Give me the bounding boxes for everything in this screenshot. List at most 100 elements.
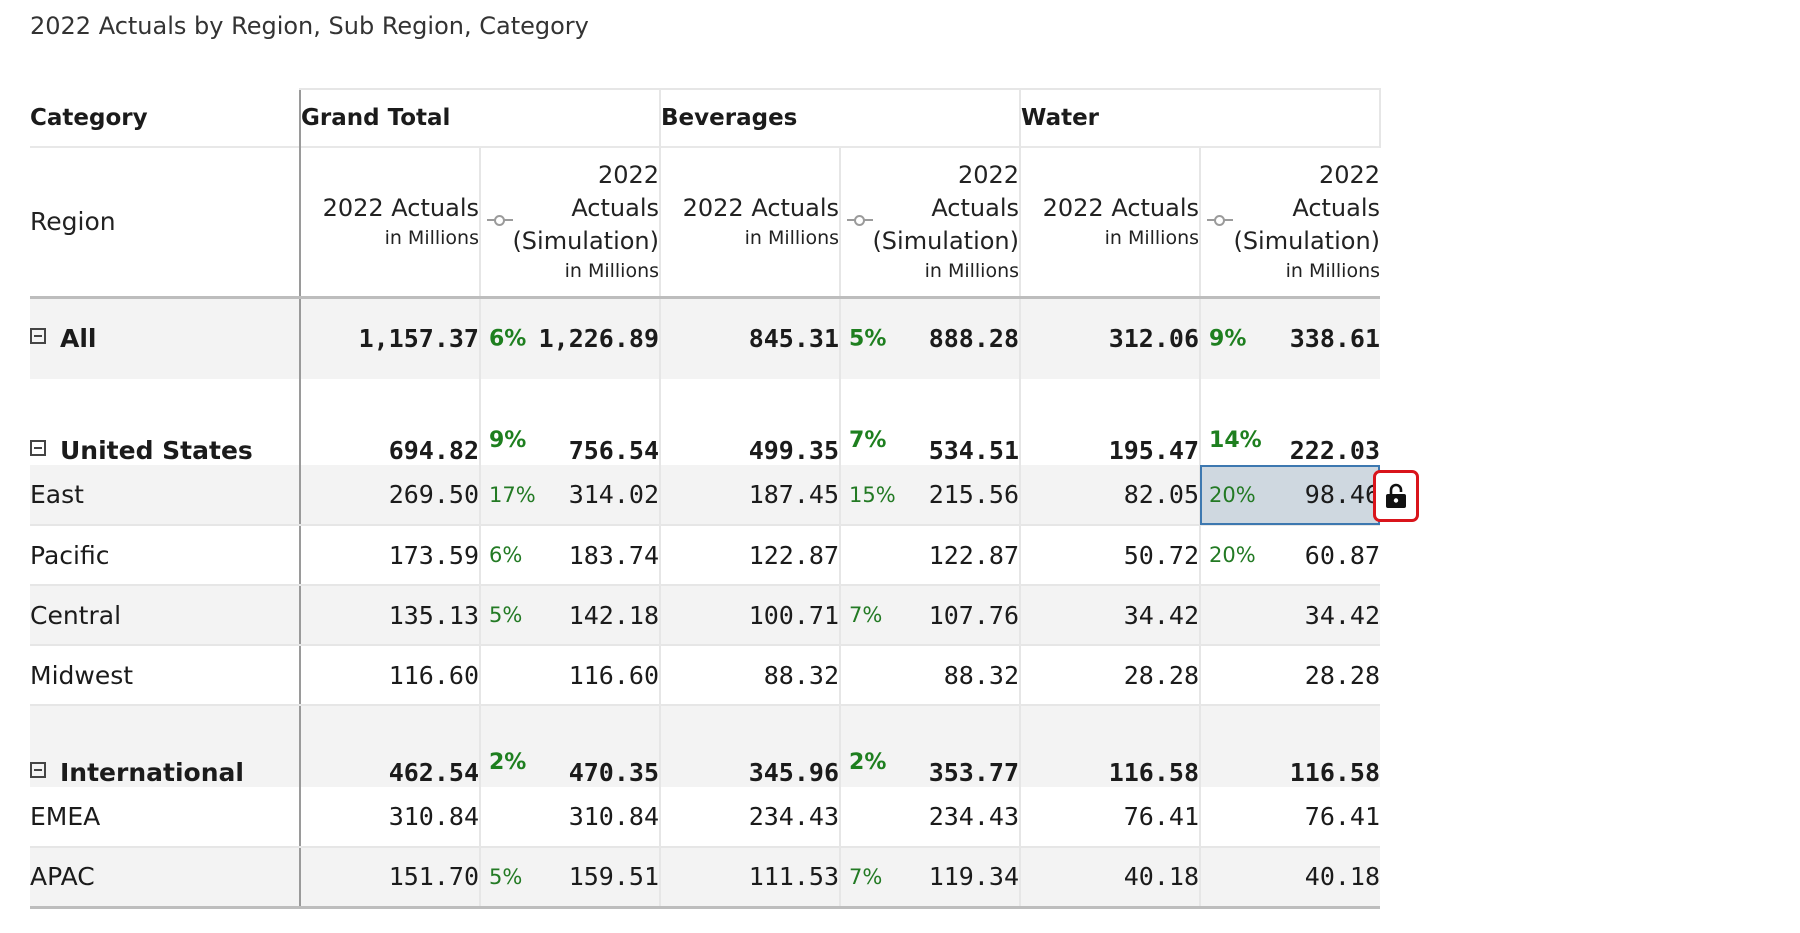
- measure-label: (Simulation): [512, 227, 660, 256]
- cell-actuals[interactable]: 312.06: [1019, 297, 1201, 379]
- cell-simulation[interactable]: 6% 183.74: [478, 525, 661, 586]
- change-percent: 6%: [489, 326, 527, 352]
- cell-actuals[interactable]: 122.87: [659, 525, 841, 586]
- cell-simulation[interactable]: 17% 314.02: [478, 465, 661, 526]
- measure-header-simulation[interactable]: 2022 Actuals (Simulation) in Millions: [478, 146, 661, 299]
- cell-simulation[interactable]: 20% 60.87: [1199, 525, 1381, 586]
- cell-actuals[interactable]: 499.35: [659, 379, 841, 465]
- cell-simulation[interactable]: 6% 1,226.89: [478, 297, 661, 379]
- cell-actuals[interactable]: 269.50: [299, 465, 480, 526]
- measure-label: Actuals: [931, 194, 1020, 223]
- measure-header-actuals[interactable]: 2022 Actuals in Millions: [1019, 146, 1201, 299]
- cell-actuals[interactable]: 173.59: [299, 525, 480, 586]
- cell-value: 338.61: [1289, 324, 1381, 354]
- unit-label: in Millions: [924, 260, 1020, 283]
- cell-simulation[interactable]: 88.32: [839, 645, 1021, 706]
- cell-simulation[interactable]: 9% 338.61: [1199, 297, 1381, 379]
- cell-value: 1,226.89: [538, 324, 660, 354]
- cell-actuals[interactable]: 88.32: [659, 645, 841, 706]
- cell-simulation[interactable]: 14% 222.03: [1199, 379, 1381, 465]
- column-header-beverages[interactable]: Beverages: [659, 88, 1022, 147]
- cell-actuals[interactable]: 345.96: [659, 705, 841, 787]
- lock-cell-button[interactable]: [1373, 470, 1419, 522]
- cell-value: 183.74: [568, 540, 660, 570]
- cell-simulation[interactable]: 116.60: [478, 645, 661, 706]
- cell-actuals[interactable]: 40.18: [1019, 847, 1201, 909]
- row-label-text: United States: [60, 436, 253, 465]
- cell-actuals[interactable]: 845.31: [659, 297, 841, 379]
- row-label[interactable]: United States: [30, 379, 300, 465]
- cell-actuals[interactable]: 116.58: [1019, 705, 1201, 787]
- cell-simulation[interactable]: 2% 353.77: [839, 705, 1021, 787]
- cell-value: 116.58: [1289, 758, 1381, 787]
- cell-actuals[interactable]: 82.05: [1019, 465, 1201, 526]
- cell-value: 142.18: [568, 600, 660, 630]
- cell-simulation[interactable]: 28.28: [1199, 645, 1381, 706]
- row-label[interactable]: Central: [30, 585, 300, 646]
- cell-simulation[interactable]: 116.58: [1199, 705, 1381, 787]
- cell-actuals[interactable]: 28.28: [1019, 645, 1201, 706]
- measure-header-actuals[interactable]: 2022 Actuals in Millions: [659, 146, 841, 299]
- cell-simulation[interactable]: 15% 215.56: [839, 465, 1021, 526]
- cell-simulation[interactable]: 9% 756.54: [478, 379, 661, 465]
- row-label[interactable]: All: [30, 297, 300, 379]
- cell-actuals[interactable]: 116.60: [299, 645, 480, 706]
- row-label[interactable]: Midwest: [30, 645, 300, 706]
- cell-actuals[interactable]: 694.82: [299, 379, 480, 465]
- cell-actuals[interactable]: 151.70: [299, 847, 480, 909]
- cell-value: 310.84: [568, 802, 660, 831]
- row-label[interactable]: East: [30, 465, 300, 526]
- minus-square-icon[interactable]: [30, 762, 46, 778]
- column-header-water[interactable]: Water: [1019, 88, 1382, 147]
- cell-simulation[interactable]: 234.43: [839, 787, 1021, 848]
- cell-simulation[interactable]: 7% 119.34: [839, 847, 1021, 909]
- cell-actuals[interactable]: 135.13: [299, 585, 480, 646]
- cell-simulation[interactable]: 7% 107.76: [839, 585, 1021, 646]
- cell-actuals[interactable]: 462.54: [299, 705, 480, 787]
- measure-label: 2022: [1318, 161, 1381, 190]
- change-percent: 6%: [489, 543, 523, 567]
- change-percent: 17%: [489, 482, 536, 507]
- cell-simulation[interactable]: 7% 534.51: [839, 379, 1021, 465]
- cell-simulation[interactable]: 5% 888.28: [839, 297, 1021, 379]
- cell-actuals[interactable]: 234.43: [659, 787, 841, 848]
- table-row-midwest: Midwest 116.60 116.60 88.32 88.32 28.28 …: [30, 645, 1381, 706]
- cell-actuals[interactable]: 76.41: [1019, 787, 1201, 848]
- cell-actuals[interactable]: 187.45: [659, 465, 841, 526]
- minus-square-icon[interactable]: [30, 440, 46, 456]
- cell-actuals[interactable]: 1,157.37: [299, 297, 480, 379]
- page-title: 2022 Actuals by Region, Sub Region, Cate…: [30, 12, 589, 40]
- row-label[interactable]: EMEA: [30, 787, 300, 848]
- cell-simulation[interactable]: 122.87: [839, 525, 1021, 586]
- cell-actuals[interactable]: 50.72: [1019, 525, 1201, 586]
- cell-actuals[interactable]: 100.71: [659, 585, 841, 646]
- cell-actuals[interactable]: 195.47: [1019, 379, 1201, 465]
- cell-actuals[interactable]: 111.53: [659, 847, 841, 909]
- cell-value: 98.46: [1304, 480, 1381, 509]
- cell-simulation[interactable]: 34.42: [1199, 585, 1381, 646]
- cell-simulation-selected[interactable]: 20% 98.46: [1199, 465, 1381, 526]
- measure-header-actuals[interactable]: 2022 Actuals in Millions: [299, 146, 480, 299]
- cell-simulation[interactable]: 2% 470.35: [478, 705, 661, 787]
- cell-simulation[interactable]: 5% 159.51: [478, 847, 661, 909]
- table-row-united-states: United States 694.82 9% 756.54 499.35 7% 5…: [30, 379, 1381, 465]
- row-label[interactable]: Pacific: [30, 525, 300, 586]
- measure-label: 2022 Actuals: [1042, 194, 1200, 223]
- row-label-text: International: [60, 758, 244, 787]
- cell-simulation[interactable]: 40.18: [1199, 847, 1381, 909]
- cell-actuals[interactable]: 310.84: [299, 787, 480, 848]
- measure-header-simulation[interactable]: 2022 Actuals (Simulation) in Millions: [1199, 146, 1381, 299]
- minus-square-icon[interactable]: [30, 328, 46, 345]
- cell-actuals[interactable]: 34.42: [1019, 585, 1201, 646]
- cell-simulation[interactable]: 76.41: [1199, 787, 1381, 848]
- unit-label: in Millions: [384, 227, 479, 250]
- cell-simulation[interactable]: 310.84: [478, 787, 661, 848]
- cell-value: 314.02: [568, 480, 660, 509]
- cell-simulation[interactable]: 5% 142.18: [478, 585, 661, 646]
- measure-label: Actuals: [571, 194, 660, 223]
- row-label[interactable]: APAC: [30, 847, 300, 909]
- row-label[interactable]: International: [30, 705, 300, 787]
- measure-header-simulation[interactable]: 2022 Actuals (Simulation) in Millions: [839, 146, 1021, 299]
- lock-open-icon: [1386, 483, 1406, 508]
- column-header-grand-total[interactable]: Grand Total: [298, 88, 662, 147]
